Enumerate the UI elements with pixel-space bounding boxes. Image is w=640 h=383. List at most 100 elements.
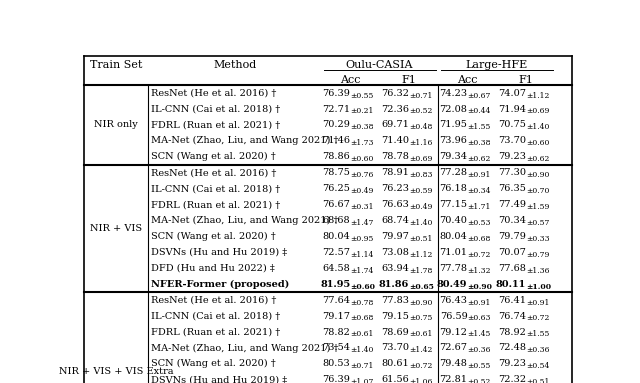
Text: 77.30: 77.30 [498, 168, 526, 177]
Text: 73.96: 73.96 [440, 136, 467, 146]
Text: 71.95: 71.95 [440, 121, 467, 129]
Text: ±0.69: ±0.69 [526, 107, 549, 115]
Text: 76.43: 76.43 [440, 296, 467, 304]
Text: ±0.52: ±0.52 [467, 378, 491, 383]
Text: 76.39: 76.39 [323, 88, 350, 98]
Text: 70.40: 70.40 [440, 216, 467, 225]
Text: SCN (Wang et al. 2020) †: SCN (Wang et al. 2020) † [152, 359, 276, 368]
Text: ±0.51: ±0.51 [526, 378, 549, 383]
Text: 76.18: 76.18 [440, 184, 467, 193]
Text: 69.71: 69.71 [381, 121, 409, 129]
Text: 72.81: 72.81 [440, 375, 467, 383]
Text: 70.75: 70.75 [498, 121, 526, 129]
Text: ±0.75: ±0.75 [409, 314, 432, 322]
Text: 81.95: 81.95 [320, 280, 350, 289]
Text: 78.69: 78.69 [381, 327, 409, 337]
Text: 76.35: 76.35 [498, 184, 526, 193]
Text: ±0.38: ±0.38 [467, 139, 491, 147]
Text: 74.23: 74.23 [439, 88, 467, 98]
Text: DFD (Hu and Hu 2022) ‡: DFD (Hu and Hu 2022) ‡ [152, 264, 275, 273]
Text: 73.08: 73.08 [381, 248, 409, 257]
Text: 80.49: 80.49 [437, 280, 467, 289]
Text: ±1.40: ±1.40 [526, 123, 549, 131]
Text: 76.32: 76.32 [381, 88, 409, 98]
Text: 77.15: 77.15 [440, 200, 467, 209]
Text: 72.57: 72.57 [323, 248, 350, 257]
Text: ±0.62: ±0.62 [526, 155, 549, 163]
Text: ±1.14: ±1.14 [350, 251, 374, 259]
Text: 72.08: 72.08 [440, 105, 467, 114]
Text: 70.07: 70.07 [498, 248, 526, 257]
Text: 78.92: 78.92 [498, 327, 526, 337]
Text: 78.91: 78.91 [381, 168, 409, 177]
Text: ±1.12: ±1.12 [526, 92, 549, 100]
Text: ±0.68: ±0.68 [467, 235, 491, 243]
Text: 73.70: 73.70 [381, 344, 409, 352]
Text: 72.71: 72.71 [322, 105, 350, 114]
Text: ±0.36: ±0.36 [526, 346, 549, 354]
Text: ±1.00: ±1.00 [526, 283, 551, 291]
Text: ±1.16: ±1.16 [409, 139, 432, 147]
Text: IL-CNN (Cai et al. 2018) †: IL-CNN (Cai et al. 2018) † [152, 105, 281, 114]
Text: ResNet (He et al. 2016) †: ResNet (He et al. 2016) † [152, 296, 276, 304]
Text: ±0.62: ±0.62 [467, 155, 491, 163]
Text: ±1.42: ±1.42 [409, 346, 432, 354]
Text: NIR + VIS + VIS Extra: NIR + VIS + VIS Extra [59, 367, 173, 376]
Text: 71.94: 71.94 [498, 105, 526, 114]
Text: 76.67: 76.67 [323, 200, 350, 209]
Text: F1: F1 [518, 75, 533, 85]
Text: 79.23: 79.23 [498, 152, 526, 161]
Text: ±0.91: ±0.91 [467, 298, 491, 306]
Text: 77.78: 77.78 [440, 264, 467, 273]
Text: 72.48: 72.48 [498, 344, 526, 352]
Text: ±0.55: ±0.55 [467, 362, 491, 370]
Text: 72.32: 72.32 [498, 375, 526, 383]
Text: ±0.71: ±0.71 [350, 362, 374, 370]
Text: 76.25: 76.25 [323, 184, 350, 193]
Text: ±1.06: ±1.06 [409, 378, 432, 383]
Text: ±1.55: ±1.55 [467, 123, 491, 131]
Text: FDRL (Ruan et al. 2021) †: FDRL (Ruan et al. 2021) † [152, 121, 281, 129]
Text: DSVNs (Hu and Hu 2019) ‡: DSVNs (Hu and Hu 2019) ‡ [152, 248, 287, 257]
Text: ±0.91: ±0.91 [526, 298, 549, 306]
Text: FDRL (Ruan et al. 2021) †: FDRL (Ruan et al. 2021) † [152, 200, 281, 209]
Text: 79.97: 79.97 [381, 232, 409, 241]
Text: NFER-Former (proposed): NFER-Former (proposed) [152, 280, 290, 289]
Text: ±0.31: ±0.31 [350, 203, 374, 211]
Text: 79.23: 79.23 [498, 359, 526, 368]
Text: ResNet (He et al. 2016) †: ResNet (He et al. 2016) † [152, 88, 276, 98]
Text: ±0.49: ±0.49 [409, 203, 432, 211]
Text: ±1.07: ±1.07 [350, 378, 374, 383]
Text: ±1.40: ±1.40 [409, 219, 432, 227]
Text: ResNet (He et al. 2016) †: ResNet (He et al. 2016) † [152, 168, 276, 177]
Text: 77.83: 77.83 [381, 296, 409, 304]
Text: ±0.49: ±0.49 [350, 187, 374, 195]
Text: 76.74: 76.74 [498, 312, 526, 321]
Text: 74.07: 74.07 [498, 88, 526, 98]
Text: ±0.52: ±0.52 [409, 107, 432, 115]
Text: 80.53: 80.53 [323, 359, 350, 368]
Text: 77.49: 77.49 [498, 200, 526, 209]
Text: ±0.76: ±0.76 [350, 171, 374, 179]
Text: SCN (Wang et al. 2020) †: SCN (Wang et al. 2020) † [152, 152, 276, 161]
Text: 71.46: 71.46 [323, 136, 350, 146]
Text: 77.28: 77.28 [440, 168, 467, 177]
Text: ±0.48: ±0.48 [409, 123, 432, 131]
Text: ±0.90: ±0.90 [409, 298, 432, 306]
Text: 76.23: 76.23 [381, 184, 409, 193]
Text: 80.61: 80.61 [381, 359, 409, 368]
Text: 79.79: 79.79 [498, 232, 526, 241]
Text: Oulu-CASIA: Oulu-CASIA [346, 60, 413, 70]
Text: 80.04: 80.04 [323, 232, 350, 241]
Text: IL-CNN (Cai et al. 2018) †: IL-CNN (Cai et al. 2018) † [152, 184, 281, 193]
Text: ±0.53: ±0.53 [467, 219, 491, 227]
Text: Acc: Acc [340, 75, 360, 85]
Text: MA-Net (Zhao, Liu, and Wang 2021) †: MA-Net (Zhao, Liu, and Wang 2021) † [152, 136, 339, 146]
Text: 80.04: 80.04 [440, 232, 467, 241]
Text: ±0.36: ±0.36 [467, 346, 491, 354]
Text: ±0.71: ±0.71 [409, 92, 432, 100]
Text: ±1.47: ±1.47 [350, 219, 374, 227]
Text: 63.94: 63.94 [381, 264, 409, 273]
Text: ±0.68: ±0.68 [350, 314, 374, 322]
Text: 78.82: 78.82 [323, 327, 350, 337]
